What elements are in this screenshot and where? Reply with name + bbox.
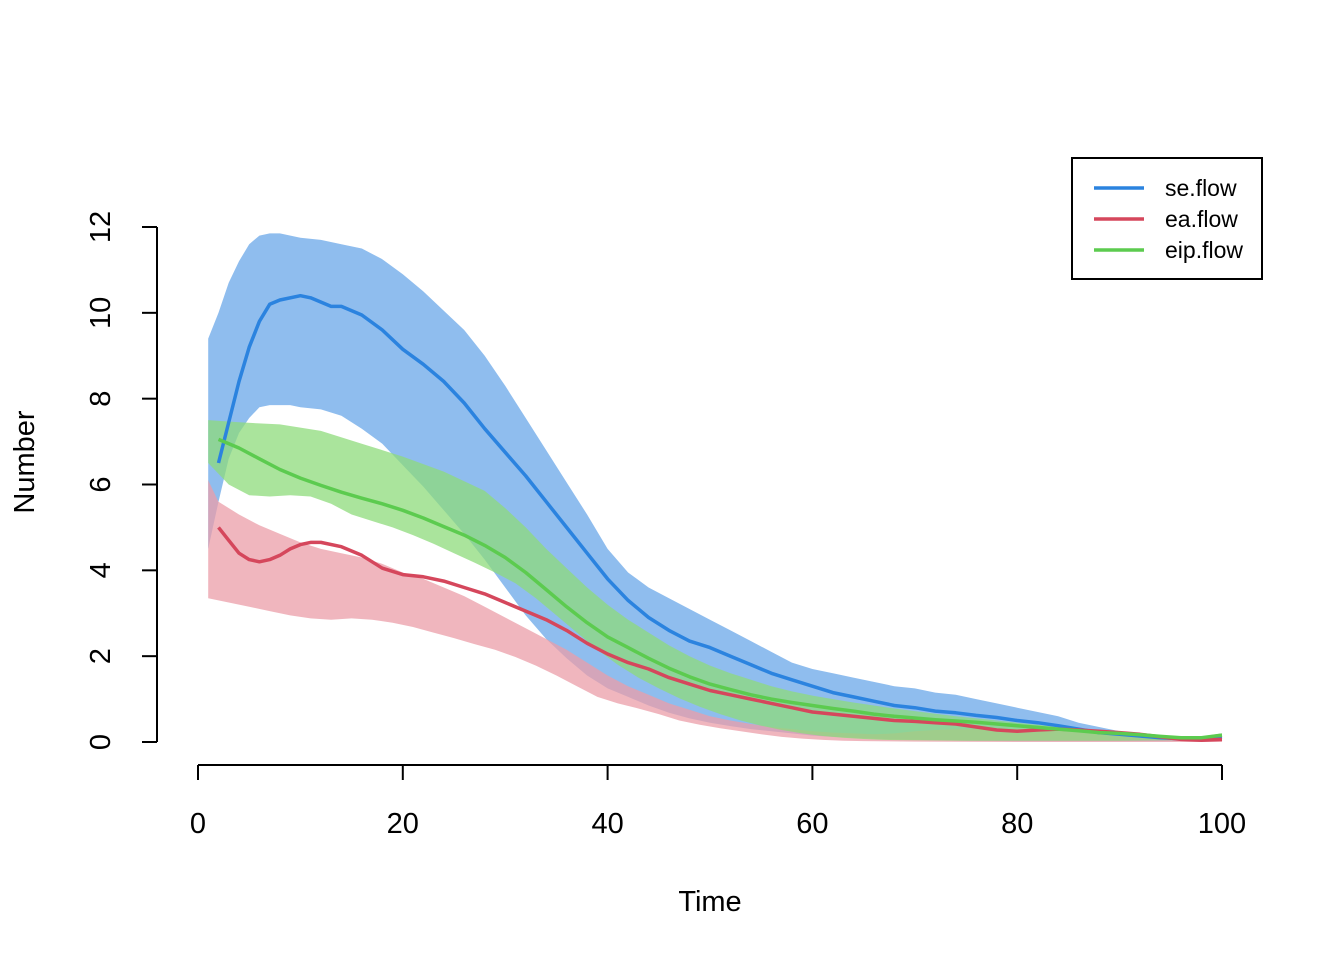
line-ea-flow	[217, 526, 1223, 743]
legend-label-eip-flow: eip.flow	[1165, 237, 1243, 263]
y-tick-label: 0	[85, 734, 117, 750]
legend: se.flow ea.flow eip.flow	[1071, 157, 1263, 280]
band-eip-flow	[208, 420, 1222, 741]
y-axis: 0 2 4 6 8 10 12	[85, 211, 158, 750]
confidence-bands	[208, 233, 1222, 742]
x-axis: 0 20 40 60 80 100	[190, 764, 1246, 840]
line-se-flow	[216, 293, 1223, 741]
line-eip-flow	[217, 437, 1223, 740]
x-ticks: 0 20 40 60 80 100	[190, 765, 1246, 840]
x-tick-label: 60	[796, 808, 828, 840]
y-tick-label: 2	[85, 648, 117, 664]
band-se-flow	[208, 233, 1222, 742]
x-tick-label: 0	[190, 808, 206, 840]
legend-label-ea-flow: ea.flow	[1165, 206, 1238, 232]
x-axis-title: Time	[678, 886, 741, 918]
legend-label-se-flow: se.flow	[1165, 175, 1237, 201]
y-axis-title: Number	[9, 410, 41, 513]
x-tick-label: 100	[1198, 808, 1246, 840]
y-ticks: 0 2 4 6 8 10 12	[85, 211, 157, 750]
y-tick-label: 12	[85, 211, 117, 243]
legend-items: se.flow ea.flow eip.flow	[1094, 175, 1243, 263]
y-tick-label: 6	[85, 476, 117, 492]
x-tick-label: 80	[1001, 808, 1033, 840]
y-tick-label: 10	[85, 297, 117, 329]
y-tick-label: 8	[85, 391, 117, 407]
series-lines	[216, 293, 1223, 743]
band-ea-flow	[208, 480, 1222, 742]
x-tick-label: 20	[387, 808, 419, 840]
x-tick-label: 40	[591, 808, 623, 840]
y-tick-label: 4	[85, 562, 117, 578]
